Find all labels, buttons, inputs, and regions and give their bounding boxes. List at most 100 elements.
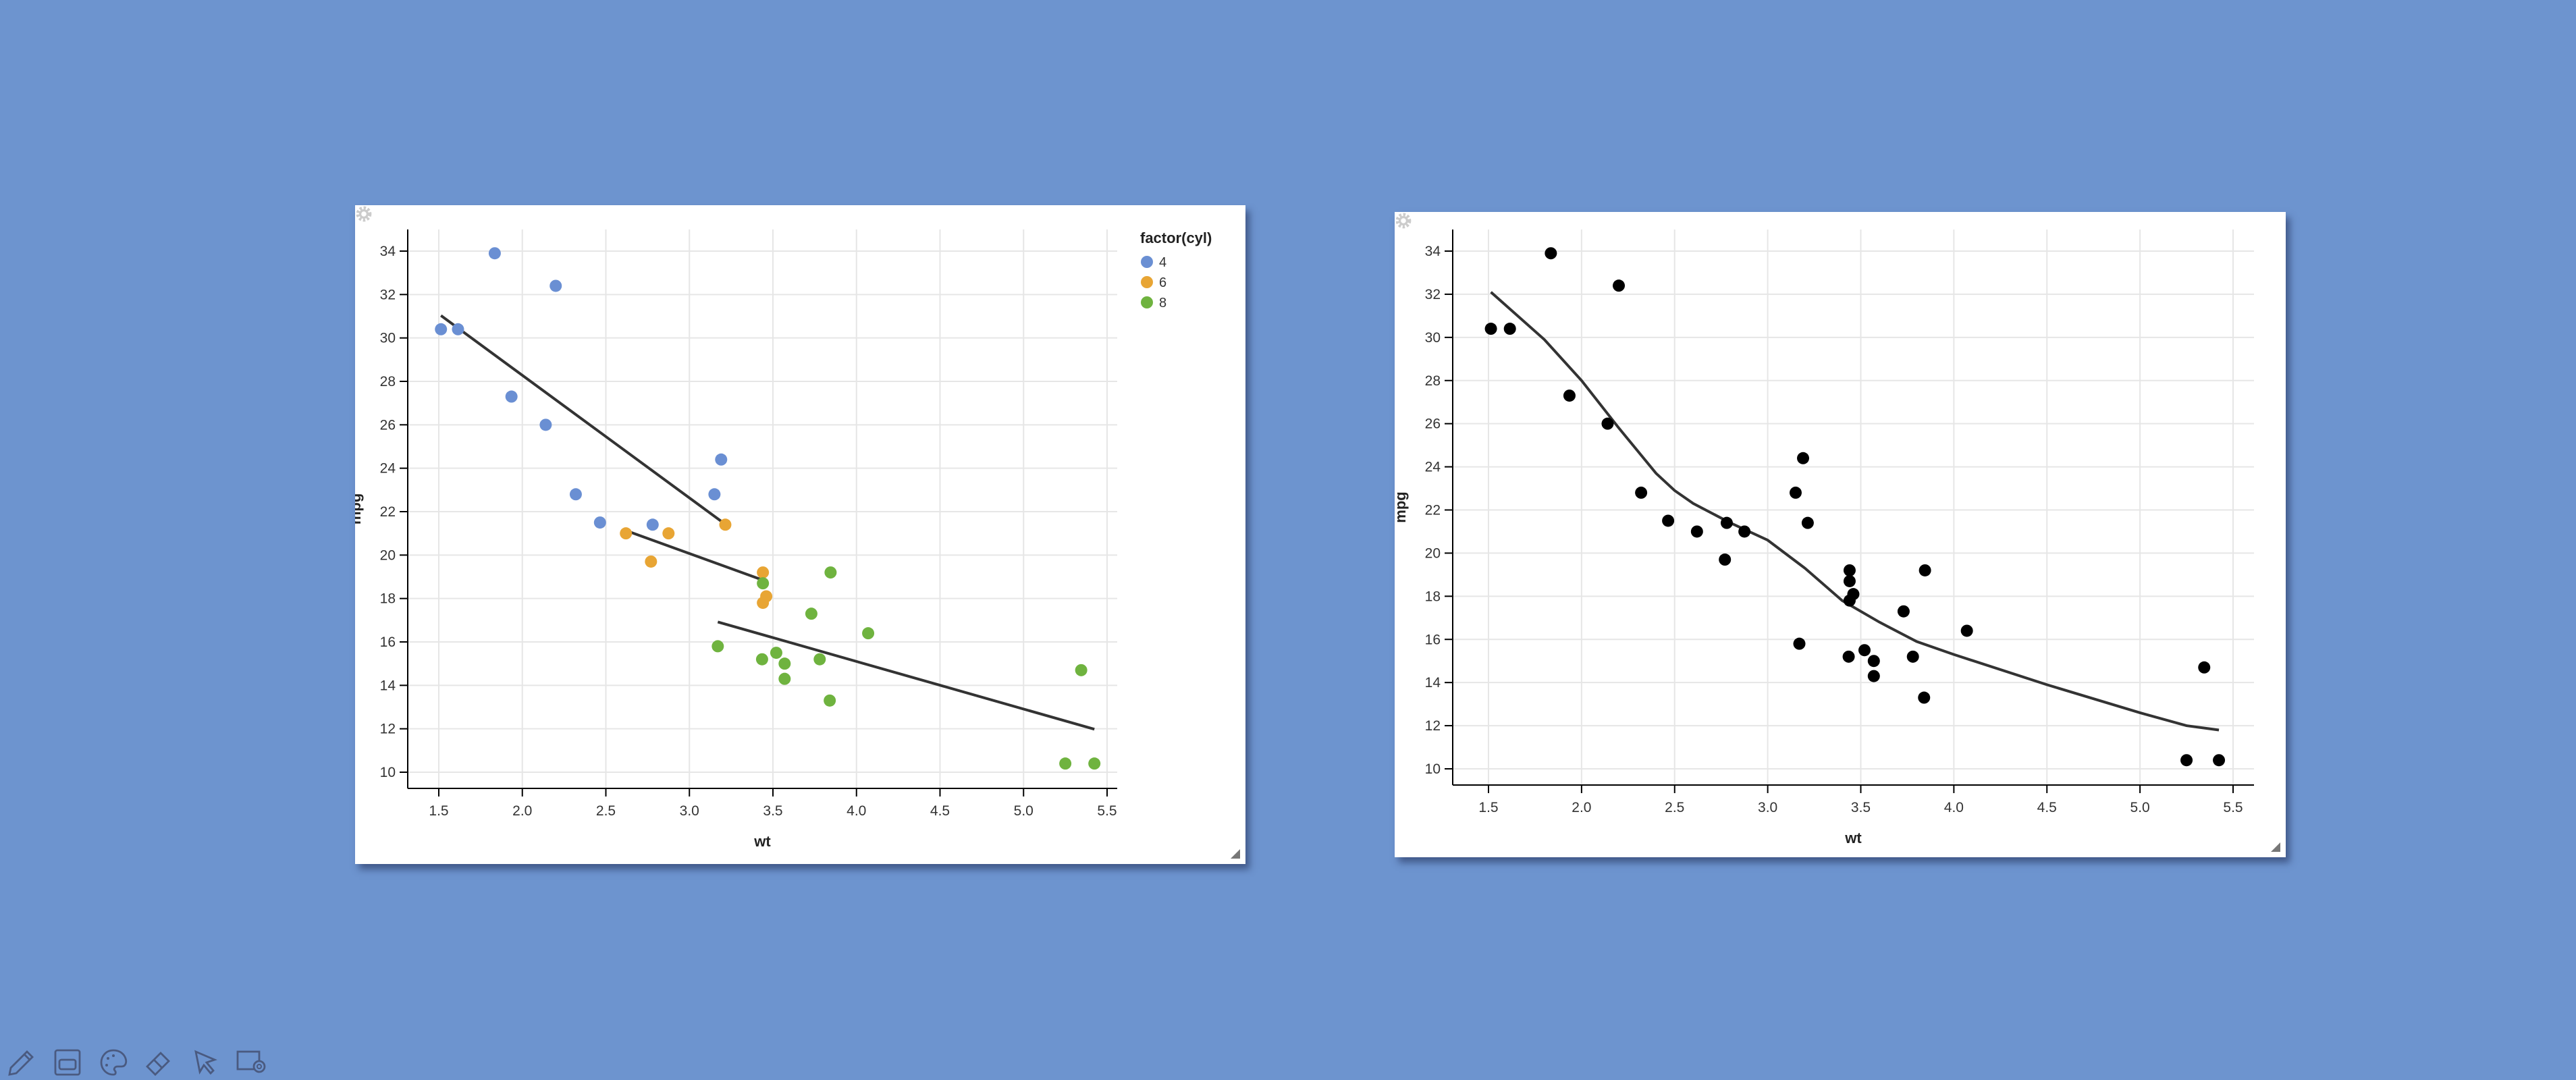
data-point (1960, 624, 1973, 637)
data-point (2180, 754, 2193, 767)
scatter-plot-colored: 1.5 2.0 2.5 3.0 3.5 4.0 4.5 5.0 5.5 10 12 14 16 18 20 2… (355, 229, 1212, 850)
data-point (1059, 757, 1072, 770)
data-point (1801, 516, 1814, 529)
legend-swatch (1141, 276, 1153, 288)
x-tick-label: 3.5 (763, 803, 782, 819)
x-tick-label: 5.0 (2130, 800, 2150, 815)
data-point (1843, 564, 1856, 576)
y-tick-label: 18 (1425, 589, 1441, 604)
regression-line (625, 529, 767, 583)
gear-icon[interactable] (355, 205, 373, 223)
data-point (2198, 661, 2211, 674)
data-point (1906, 650, 1919, 663)
gear-icon[interactable] (1395, 212, 1412, 230)
data-point (1075, 664, 1088, 676)
y-tick-label: 16 (380, 634, 396, 650)
x-tick-label: 4.5 (930, 803, 950, 819)
data-point (1088, 757, 1101, 770)
x-tick-label: 1.5 (429, 803, 448, 819)
x-tick-label: 4.0 (847, 803, 866, 819)
data-point (549, 279, 562, 292)
y-tick-label: 12 (380, 722, 396, 737)
data-point (1563, 389, 1576, 402)
y-tick-label: 16 (1425, 632, 1441, 647)
data-point (719, 518, 732, 531)
data-point (1720, 516, 1733, 529)
y-tick-label: 10 (1425, 761, 1441, 777)
x-tick-label: 3.5 (1851, 800, 1871, 815)
data-point (755, 653, 768, 666)
x-tick-label: 2.5 (1665, 800, 1684, 815)
cursor-icon[interactable] (189, 1046, 221, 1079)
data-point (813, 653, 826, 666)
chart-panel-by-cylinder: 1.5 2.0 2.5 3.0 3.5 4.0 4.5 5.0 5.5 10 12 14 16 18 20 2… (355, 205, 1245, 864)
x-tick-label: 2.0 (1572, 800, 1591, 815)
y-tick-label: 34 (380, 244, 396, 259)
legend-swatch (1141, 256, 1153, 268)
chart-panel-smooth: 1.5 2.0 2.5 3.0 3.5 4.0 4.5 5.0 5.5 10 12 14 16 18 20 2… (1395, 212, 2286, 857)
eraser-icon[interactable] (143, 1046, 176, 1079)
data-point (757, 577, 770, 590)
scatter-plot-smooth: 1.5 2.0 2.5 3.0 3.5 4.0 4.5 5.0 5.5 10 12 14 16 18 20 2… (1395, 230, 2254, 846)
data-point (1897, 605, 1910, 618)
data-point (1789, 486, 1802, 499)
y-tick-label: 22 (380, 504, 396, 520)
data-point (1662, 514, 1675, 527)
y-tick-label: 12 (1425, 718, 1441, 734)
resize-handle[interactable] (2271, 842, 2280, 852)
resize-handle[interactable] (1231, 849, 1240, 859)
data-point (862, 627, 875, 640)
y-tick-label: 24 (1425, 460, 1441, 475)
x-tick-label: 5.5 (2223, 800, 2243, 815)
data-point (1843, 594, 1856, 607)
data-point (1484, 323, 1497, 335)
data-point (757, 566, 770, 579)
data-point (712, 640, 724, 653)
smooth-line (1490, 291, 2220, 732)
data-point (805, 608, 817, 620)
y-tick-label: 34 (1425, 244, 1441, 259)
data-point (1867, 655, 1880, 668)
y-tick-label: 10 (380, 765, 396, 780)
window-icon[interactable] (51, 1046, 84, 1079)
screen-record-icon[interactable] (235, 1046, 267, 1079)
y-tick-label: 14 (380, 678, 396, 693)
y-tick-label: 24 (380, 461, 396, 477)
x-tick-label: 3.0 (680, 803, 699, 819)
data-point (770, 647, 782, 659)
data-point (824, 694, 836, 707)
palette-icon[interactable] (97, 1046, 130, 1079)
data-point (452, 323, 464, 335)
y-tick-label: 28 (1425, 373, 1441, 389)
pencil-icon[interactable] (5, 1046, 38, 1079)
data-point (505, 390, 518, 403)
x-axis-title: wt (753, 833, 771, 850)
data-point (1797, 452, 1810, 464)
legend-label: 6 (1159, 275, 1166, 290)
x-tick-label: 4.5 (2037, 800, 2057, 815)
data-point (1793, 637, 1806, 650)
data-point (539, 418, 552, 431)
x-axis-title: wt (1844, 830, 1862, 846)
y-tick-label: 18 (380, 591, 396, 607)
data-point (778, 672, 791, 685)
data-point (1867, 670, 1880, 682)
data-point (593, 516, 606, 529)
data-point (1918, 691, 1931, 704)
data-point (1690, 525, 1703, 538)
data-point (715, 453, 728, 466)
regression-line (440, 314, 722, 522)
y-tick-label: 30 (1425, 330, 1441, 346)
data-point (1503, 323, 1516, 335)
data-point (778, 657, 791, 670)
data-point (569, 488, 582, 501)
y-tick-label: 20 (1425, 545, 1441, 561)
y-tick-label: 26 (380, 417, 396, 433)
x-tick-label: 2.5 (596, 803, 616, 819)
x-tick-label: 5.5 (1097, 803, 1117, 819)
y-tick-label: 32 (380, 287, 396, 302)
y-tick-label: 28 (380, 374, 396, 389)
y-tick-label: 26 (1425, 416, 1441, 432)
data-point (435, 323, 448, 335)
data-point (1635, 486, 1648, 499)
